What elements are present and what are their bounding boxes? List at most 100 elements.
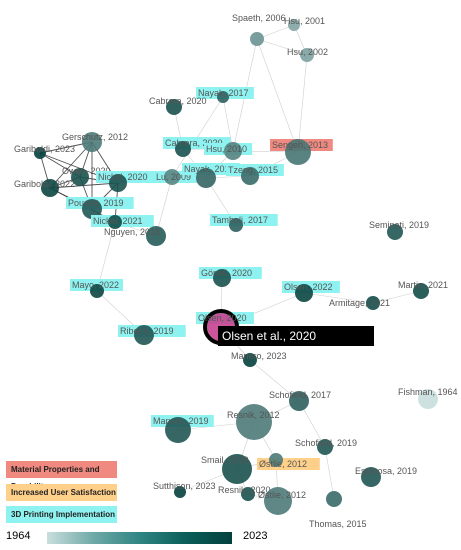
paper-node-label: Olsen, 2020 xyxy=(198,313,247,323)
paper-node[interactable]: Resnik, 2012 xyxy=(227,404,280,440)
paper-node[interactable]: Østlie, 2012 xyxy=(258,487,306,515)
paper-node-circle[interactable] xyxy=(236,404,272,440)
paper-node[interactable]: Nguyen, 2018 xyxy=(104,226,166,246)
paper-node-circle[interactable] xyxy=(285,139,311,165)
paper-node-circle[interactable] xyxy=(82,132,102,152)
citation-edge xyxy=(222,96,234,152)
paper-node-circle[interactable] xyxy=(196,168,216,188)
paper-node-circle[interactable] xyxy=(82,199,102,219)
paper-node-circle[interactable] xyxy=(387,224,403,240)
label-highlight xyxy=(182,163,240,175)
paper-node-circle[interactable] xyxy=(108,215,122,229)
paper-node-circle[interactable] xyxy=(217,91,229,103)
paper-node[interactable]: Hsu, 2010 xyxy=(204,142,253,160)
paper-node[interactable]: Smail, 2020 xyxy=(201,454,252,484)
paper-node[interactable]: Ribeiro, 2019 xyxy=(118,325,186,345)
paper-node-circle[interactable] xyxy=(264,487,292,515)
paper-node-label: Gariboldi, 2023 xyxy=(14,144,75,154)
paper-node-circle[interactable] xyxy=(134,325,154,345)
paper-node-circle[interactable] xyxy=(166,99,182,115)
paper-node-label: Olsen, 2022 xyxy=(284,282,333,292)
paper-node-label: Manero, 2023 xyxy=(231,351,287,361)
paper-node-label: Nayak, 2016 xyxy=(184,164,235,174)
paper-node[interactable]: Nickel, 2020 xyxy=(96,171,159,192)
paper-node-label: Seminati, 2019 xyxy=(369,220,429,230)
paper-node[interactable]: Fishman, 1964 xyxy=(398,387,458,409)
paper-node-circle[interactable] xyxy=(361,467,381,487)
paper-node-circle[interactable] xyxy=(326,491,342,507)
paper-node[interactable]: Pousett, 2019 xyxy=(66,197,134,219)
paper-node[interactable]: Hsu, 2002 xyxy=(287,47,328,62)
paper-node[interactable]: Østlie, 2012 xyxy=(257,453,320,470)
paper-node-circle[interactable] xyxy=(109,174,127,192)
paper-node-circle[interactable] xyxy=(229,218,243,232)
paper-node[interactable]: Schofield, 2019 xyxy=(295,438,357,455)
paper-node-circle[interactable] xyxy=(71,168,89,186)
paper-node[interactable]: Manero, 2019 xyxy=(151,415,214,443)
paper-node[interactable]: Cabrera, 2020 xyxy=(149,96,207,115)
paper-node-label: Görski, 2020 xyxy=(201,268,252,278)
paper-node-circle[interactable] xyxy=(175,141,191,157)
paper-node[interactable]: Tamboli, 2017 xyxy=(210,214,278,232)
paper-node[interactable]: Seminati, 2019 xyxy=(369,220,429,240)
paper-node[interactable]: Tzeng, 2015 xyxy=(226,164,284,185)
label-highlight xyxy=(91,215,154,227)
paper-node-circle[interactable] xyxy=(269,453,283,467)
paper-node[interactable]: Manero, 2023 xyxy=(231,351,287,367)
paper-node[interactable]: Nayak, 2017 xyxy=(196,87,254,103)
paper-node-circle[interactable] xyxy=(222,454,252,484)
paper-node-circle[interactable] xyxy=(317,439,333,455)
paper-node[interactable]: Martin, 2021 xyxy=(398,280,448,299)
paper-node[interactable]: Gerschutz, 2012 xyxy=(62,132,128,152)
paper-node-circle[interactable] xyxy=(289,391,309,411)
paper-node[interactable]: Hsu, 2001 xyxy=(284,16,325,31)
paper-node-circle[interactable] xyxy=(224,142,242,160)
paper-node-label: Ribeiro, 2019 xyxy=(120,326,174,336)
paper-node[interactable]: Spaeth, 2006 xyxy=(232,13,286,46)
paper-node-label: Martin, 2021 xyxy=(398,280,448,290)
paper-node-circle[interactable] xyxy=(34,147,46,159)
paper-node-circle[interactable] xyxy=(41,179,59,197)
paper-node-circle[interactable] xyxy=(213,269,231,287)
paper-node[interactable]: Espinosa, 2019 xyxy=(355,466,417,487)
paper-node-circle[interactable] xyxy=(164,169,180,185)
paper-node-circle[interactable] xyxy=(366,296,380,310)
paper-node[interactable]: Gariboldi, 2022 xyxy=(14,179,75,197)
paper-node[interactable]: Armitage, 2021 xyxy=(329,296,390,310)
paper-node[interactable]: Sengeh, 2013 xyxy=(270,139,333,165)
paper-node[interactable]: Mayo, 2022 xyxy=(70,279,123,298)
paper-node[interactable]: Owen, 2020 xyxy=(62,166,111,186)
paper-node-circle[interactable] xyxy=(300,48,314,62)
paper-node[interactable]: Sutthison, 2023 xyxy=(153,481,216,498)
paper-node-label: Hsu, 2010 xyxy=(206,144,247,154)
paper-node-circle[interactable] xyxy=(165,417,191,443)
paper-node-circle[interactable] xyxy=(418,389,438,409)
paper-node[interactable]: Görski, 2020 xyxy=(199,267,262,287)
paper-node-circle[interactable] xyxy=(288,19,300,31)
paper-node-circle[interactable] xyxy=(413,283,429,299)
paper-node-circle[interactable] xyxy=(243,353,257,367)
paper-node[interactable]: Resnik, 2020 xyxy=(218,485,271,501)
paper-node-circle[interactable] xyxy=(250,32,264,46)
paper-node-circle[interactable] xyxy=(295,284,313,302)
paper-node-circle[interactable] xyxy=(241,487,255,501)
citation-edge xyxy=(49,182,119,189)
paper-node[interactable]: Gariboldi, 2023 xyxy=(14,144,75,159)
paper-node-circle[interactable] xyxy=(146,226,166,246)
paper-node[interactable]: Nickel, 2021 xyxy=(91,215,154,229)
paper-node[interactable]: Thomas, 2015 xyxy=(309,491,367,529)
paper-node-label: Mayo, 2022 xyxy=(72,280,119,290)
paper-node-circle[interactable] xyxy=(241,167,259,185)
citation-edge xyxy=(372,290,422,304)
paper-node[interactable]: Schofield, 2017 xyxy=(269,390,331,411)
paper-node-label: Nickel, 2021 xyxy=(93,216,143,226)
paper-node-circle[interactable] xyxy=(90,284,104,298)
paper-node[interactable]: Olsen, 2022 xyxy=(282,281,340,302)
paper-node[interactable]: Nayak, 2016 xyxy=(182,163,240,188)
selected-node-tooltip: Olsen et al., 2020 xyxy=(218,326,374,346)
citation-edge xyxy=(155,176,173,237)
paper-node-circle[interactable] xyxy=(174,486,186,498)
paper-node-label: Cabrera, 2020 xyxy=(149,96,207,106)
